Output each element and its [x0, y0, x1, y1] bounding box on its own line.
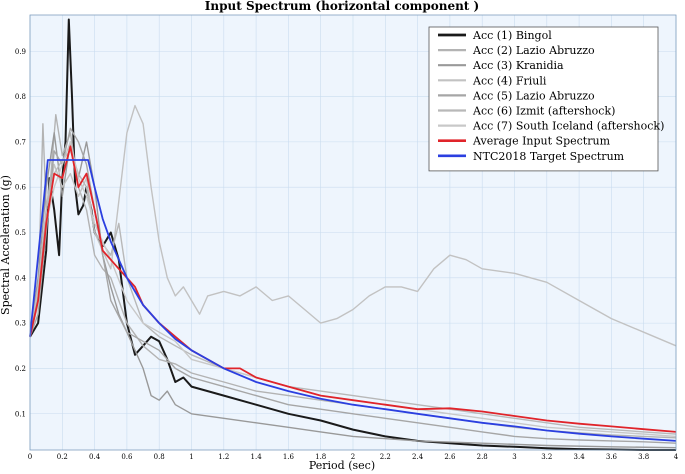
x-tick-label: 2: [351, 453, 355, 461]
x-tick-label: 3.2: [541, 453, 552, 461]
y-tick-label: 0.9: [15, 48, 26, 56]
x-tick-label: 1: [189, 453, 193, 461]
legend-entry: Acc (4) Friuli: [472, 74, 547, 87]
legend-entry: Acc (7) South Iceland (aftershock): [472, 120, 664, 133]
x-tick-label: 0.4: [89, 453, 101, 461]
x-tick-label: 1.2: [218, 453, 229, 461]
x-tick-label: 1.8: [315, 453, 326, 461]
x-tick-label: 3.8: [638, 453, 649, 461]
y-tick-label: 0.4: [15, 274, 27, 282]
tick-labels: 0 0.2 0.4 0.6 0.8 1 1.2 1.4 1.6 1.8 2 2.2 2.4 2.6 2.8 3…: [15, 48, 679, 461]
series-line-5: [29, 127, 677, 444]
y-tick-label: 0.1: [15, 410, 26, 418]
x-tick-label: 3.4: [574, 453, 586, 461]
series-lines: [29, 18, 677, 451]
y-axis-label: Spectral Acceleration (g): [0, 175, 12, 315]
plot-border: [29, 14, 677, 451]
legend-box: [428, 26, 659, 172]
y-tick-label: 0.7: [15, 138, 26, 146]
y-tick-label: 0.8: [15, 93, 26, 101]
x-tick-label: 0: [28, 453, 32, 461]
y-tick-label: 0.5: [15, 229, 26, 237]
chart-title: Input Spectrum (horizontal component ): [205, 0, 479, 13]
x-tick-label: 0.2: [57, 453, 68, 461]
y-tick-label: 0.6: [15, 184, 27, 192]
x-tick-label: 1.4: [251, 453, 263, 461]
legend-entry: Acc (1) Bingol: [472, 29, 552, 42]
y-tick-label: 0.3: [15, 320, 26, 328]
legend: Acc (1) Bingol Acc (2) Lazio Abruzzo Acc (…: [428, 26, 664, 172]
y-tick-label: 0.2: [15, 365, 26, 373]
legend-entry: NTC2018 Target Spectrum: [473, 150, 625, 163]
x-tick-label: 2.8: [477, 453, 488, 461]
x-tick-label: 3: [512, 453, 516, 461]
series-line-4: [29, 104, 677, 347]
x-tick-label: 0.6: [121, 453, 133, 461]
legend-entry: Acc (6) Izmit (aftershock): [472, 105, 615, 118]
legend-entry: Average Input Spectrum: [472, 135, 611, 148]
x-tick-label: 4: [674, 453, 679, 461]
series-line-7: [29, 141, 677, 438]
x-tick-label: 0.8: [154, 453, 165, 461]
x-tick-label: 2.4: [412, 453, 424, 461]
x-tick-label: 2.2: [380, 453, 391, 461]
series-line-9: [29, 159, 677, 442]
legend-entry: Acc (5) Lazio Abruzzo: [472, 89, 595, 102]
legend-entry: Acc (2) Lazio Abruzzo: [472, 44, 595, 57]
x-tick-label: 1.6: [283, 453, 295, 461]
x-tick-label: 2.6: [444, 453, 456, 461]
series-line-1: [29, 18, 676, 451]
x-tick-label: 3.6: [606, 453, 618, 461]
legend-entry: Acc (3) Kranidia: [472, 59, 564, 72]
x-axis-label: Period (sec): [309, 459, 375, 472]
